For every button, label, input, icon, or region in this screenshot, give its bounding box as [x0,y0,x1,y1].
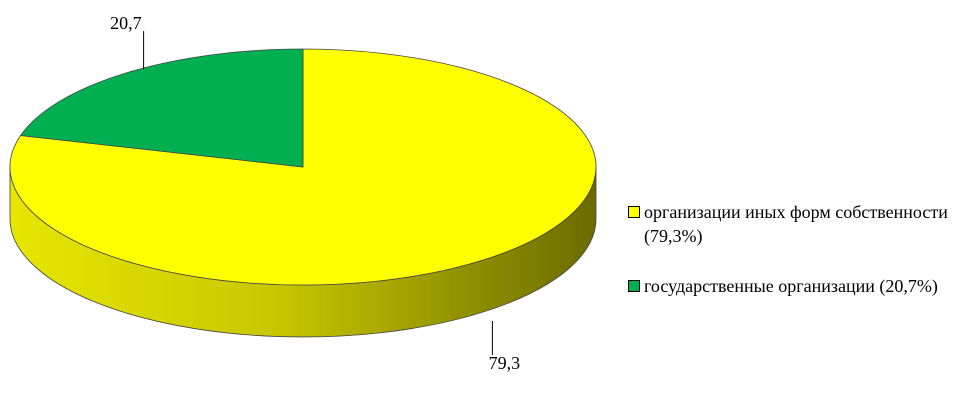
pie-slice [19,48,304,168]
legend: организации иных форм собственности (79,… [626,200,956,324]
data-label: 79,3 [489,353,521,373]
legend-label: государственные организации (20,7%) [644,276,938,296]
legend-item: организации иных форм собственности (79,… [626,200,956,248]
data-label: 20,7 [110,13,142,33]
legend-swatch [628,280,640,292]
legend-label: организации иных форм собственности (79,… [644,202,948,246]
legend-item: государственные организации (20,7%) [626,274,956,298]
legend-swatch [628,206,640,218]
